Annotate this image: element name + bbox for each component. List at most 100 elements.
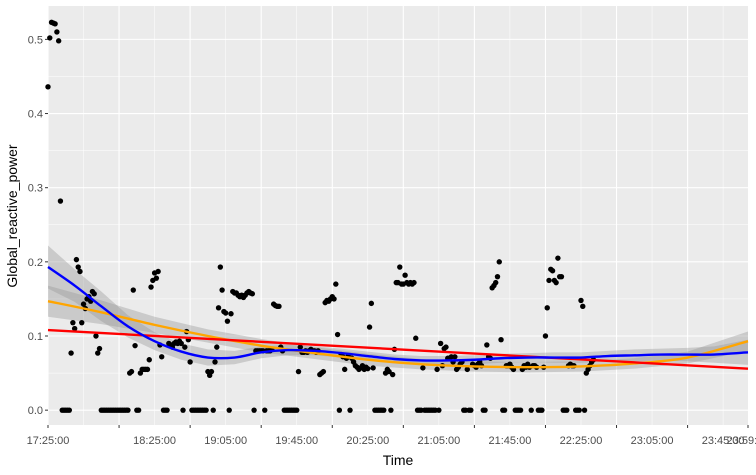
- data-point: [212, 359, 218, 365]
- data-point: [66, 407, 73, 413]
- data-point: [553, 279, 559, 286]
- data-point: [214, 344, 220, 350]
- x-tick-label: 23:59:00: [727, 435, 756, 447]
- data-point: [493, 279, 499, 286]
- data-point: [388, 407, 394, 413]
- data-point: [528, 407, 534, 413]
- data-point: [295, 368, 302, 375]
- data-point: [294, 407, 300, 413]
- data-point: [546, 277, 552, 284]
- data-point: [347, 407, 353, 413]
- data-point: [210, 407, 216, 413]
- x-tick-label: 23:05:00: [631, 435, 674, 447]
- y-axis: 0.0 0.1 0.2 0.3 0.4 0.5: [28, 34, 48, 417]
- data-point: [146, 357, 152, 363]
- y-tick-label: 0.3: [28, 183, 43, 195]
- data-point: [71, 325, 78, 332]
- data-point: [226, 407, 232, 413]
- data-point: [164, 407, 170, 413]
- x-tick-label: 22:25:00: [560, 435, 603, 447]
- data-point: [79, 319, 85, 326]
- x-tick-label: 21:45:00: [489, 435, 532, 447]
- data-point: [208, 368, 215, 375]
- data-point: [55, 38, 62, 44]
- data-point: [262, 407, 268, 413]
- data-point: [578, 297, 584, 304]
- data-point: [217, 264, 224, 270]
- x-tick-label: 20:25:00: [346, 435, 389, 447]
- grid-minor: [48, 6, 748, 425]
- data-point: [464, 366, 470, 373]
- data-point: [365, 365, 371, 372]
- data-point: [249, 291, 256, 297]
- data-point: [128, 368, 135, 375]
- data-point: [276, 303, 282, 310]
- data-point: [144, 366, 151, 373]
- smooth-lines: [47, 266, 749, 370]
- data-point: [443, 344, 449, 350]
- data-point: [468, 407, 474, 413]
- data-point: [342, 366, 348, 373]
- data-point: [437, 340, 444, 347]
- data-point: [224, 318, 231, 324]
- data-point: [482, 407, 488, 413]
- data-point: [132, 342, 138, 349]
- data-point: [397, 264, 403, 270]
- data-point: [80, 301, 87, 307]
- data-point: [331, 296, 337, 302]
- smooth-line: [47, 328, 749, 370]
- data-point: [501, 407, 508, 413]
- data-point: [187, 359, 193, 365]
- data-point: [381, 407, 387, 413]
- data-point: [334, 331, 341, 338]
- smooth-line: [47, 266, 749, 362]
- data-point: [434, 366, 440, 373]
- data-point: [494, 273, 501, 280]
- data-point: [52, 21, 58, 27]
- data-point: [333, 281, 339, 287]
- data-point: [564, 407, 570, 413]
- data-point: [297, 344, 303, 350]
- data-point: [68, 350, 74, 356]
- data-point: [366, 324, 373, 330]
- y-tick-label: 0.0: [28, 405, 43, 417]
- data-point: [70, 319, 76, 326]
- data-point: [336, 407, 343, 413]
- data-point: [402, 272, 408, 278]
- data-point: [45, 84, 51, 90]
- data-point: [47, 35, 53, 41]
- data-point: [539, 407, 545, 413]
- x-tick-label: 21:05:00: [417, 435, 460, 447]
- data-point: [73, 256, 80, 263]
- data-point: [413, 335, 419, 341]
- data-point: [148, 284, 154, 290]
- data-point: [228, 311, 234, 317]
- y-tick-label: 0.5: [28, 34, 43, 46]
- data-point: [436, 407, 442, 413]
- data-point: [54, 29, 60, 35]
- x-axis-title: Time: [383, 452, 414, 468]
- data-point: [452, 354, 458, 360]
- data-point: [368, 300, 375, 307]
- data-point: [498, 337, 504, 343]
- x-tick-label: 23:45:00: [702, 435, 745, 447]
- data-point: [125, 407, 131, 413]
- data-point: [155, 268, 161, 275]
- data-point: [549, 268, 556, 274]
- data-point: [389, 371, 396, 378]
- data-point: [96, 345, 103, 352]
- data-point: [544, 305, 550, 311]
- data-point: [219, 287, 225, 293]
- data-point: [178, 340, 184, 347]
- data-point: [251, 407, 257, 413]
- data-point: [215, 305, 222, 311]
- smooth-line: [47, 299, 749, 369]
- y-tick-label: 0.4: [28, 109, 43, 121]
- data-point: [203, 407, 209, 413]
- data-point: [320, 368, 327, 375]
- y-tick-label: 0.2: [28, 257, 43, 269]
- data-point: [581, 407, 588, 413]
- data-point: [135, 407, 142, 413]
- data-point: [580, 303, 586, 310]
